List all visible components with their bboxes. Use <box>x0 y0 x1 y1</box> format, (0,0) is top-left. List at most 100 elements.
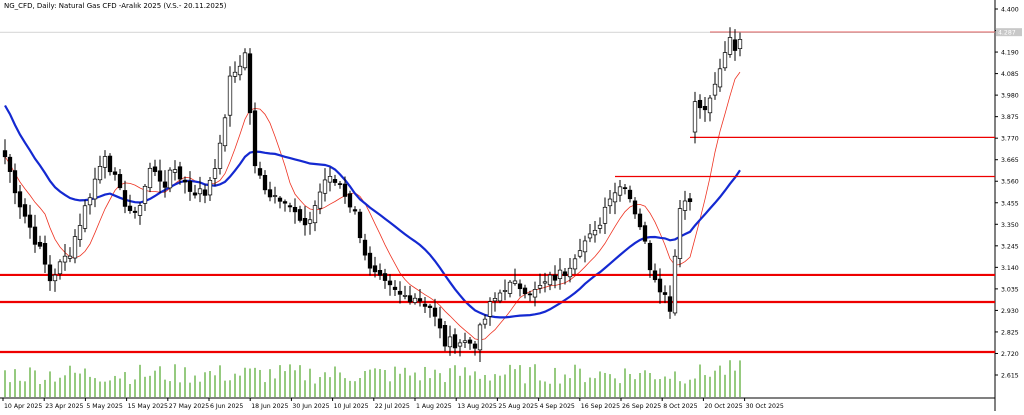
candle-body <box>592 229 598 236</box>
candle-body <box>302 217 308 226</box>
x-tick-label: 13 Aug 2025 <box>457 403 497 410</box>
candle-body <box>182 179 188 183</box>
candle-body <box>187 180 193 192</box>
x-tick-label: 26 Sep 2025 <box>622 403 661 410</box>
candle-body <box>597 224 603 229</box>
candle-body <box>67 255 73 259</box>
candle-body <box>572 258 578 270</box>
y-tick-label: 3.350 <box>1001 222 1019 229</box>
candle-body <box>607 198 613 207</box>
candle-body <box>602 206 608 224</box>
candle-body <box>482 318 488 325</box>
candle-body <box>537 285 543 289</box>
candle-body <box>47 264 53 282</box>
x-tick-label: 20 Oct 2025 <box>704 403 742 410</box>
y-tick-label: 3.455 <box>1001 200 1019 207</box>
candle-body <box>467 339 473 344</box>
candle-body <box>42 243 48 265</box>
candle-body <box>557 269 563 279</box>
candle-body <box>507 281 513 294</box>
candle-body <box>247 53 253 114</box>
candle-body <box>82 205 88 229</box>
candle-body <box>272 195 278 197</box>
candle-body <box>127 205 133 211</box>
candle-body <box>287 205 293 208</box>
y-tick-label: 3.980 <box>1001 93 1019 100</box>
candle-body <box>447 336 453 348</box>
candle-body <box>502 290 508 292</box>
candle-body <box>12 170 18 194</box>
candle-body <box>377 270 383 276</box>
candle-body <box>207 179 213 196</box>
candle-body <box>32 226 38 245</box>
candle-body <box>257 168 263 176</box>
candle-body <box>72 236 78 259</box>
candle-body <box>57 261 63 275</box>
candle-body <box>197 188 203 195</box>
candle-body <box>157 170 163 182</box>
candle-body <box>52 274 58 282</box>
y-tick-label: 2.615 <box>1001 373 1019 380</box>
candle-body <box>432 307 438 317</box>
candle-body <box>437 318 443 329</box>
y-tick-label: 2.930 <box>1001 308 1019 315</box>
candle-body <box>347 193 353 208</box>
chart-title: NG_CFD, Daily: Natural Gas CFD -Aralık 2… <box>4 2 227 10</box>
candle-body <box>727 37 733 55</box>
candle-body <box>462 340 468 343</box>
y-tick-label: 3.770 <box>1001 136 1019 143</box>
candle-body <box>382 273 388 281</box>
candle-body <box>497 292 503 302</box>
y-tick-label: 2.720 <box>1001 351 1019 358</box>
candle-body <box>477 324 483 351</box>
candle-body <box>722 52 728 69</box>
candle-body <box>142 185 148 204</box>
y-tick-label: 3.140 <box>1001 265 1019 272</box>
x-tick-label: 6 Jun 2025 <box>210 403 243 410</box>
candle-body <box>622 187 628 189</box>
candle-body <box>282 201 288 204</box>
candle-body <box>372 265 378 273</box>
candle-body <box>217 142 223 169</box>
candle-body <box>677 208 683 259</box>
candle-body <box>407 295 413 303</box>
candle-body <box>417 298 423 302</box>
candle-body <box>212 168 218 179</box>
candle-body <box>422 303 428 307</box>
candle-body <box>267 189 273 198</box>
candle-body <box>357 211 363 239</box>
current-price-label: 4.287 <box>998 30 1016 37</box>
y-tick-label: 4.400 <box>1001 7 1019 14</box>
candle-body <box>307 219 313 224</box>
x-tick-label: 15 May 2025 <box>128 403 168 410</box>
candle-body <box>317 191 323 209</box>
candle-body <box>87 197 93 206</box>
candle-body <box>632 200 638 215</box>
x-tick-label: 30 Jun 2025 <box>292 403 329 410</box>
candle-body <box>492 298 498 302</box>
candle-body <box>657 278 663 293</box>
candle-body <box>342 183 348 197</box>
candle-body <box>542 281 548 284</box>
y-tick-label: 3.035 <box>1001 286 1019 293</box>
candle-body <box>427 305 433 308</box>
candle-body <box>687 198 693 203</box>
candle-body <box>612 192 618 203</box>
candle-body <box>367 252 373 269</box>
candle-body <box>717 68 723 88</box>
candle-body <box>222 117 228 147</box>
ema-line <box>4 71 741 341</box>
candle-body <box>22 204 28 217</box>
candle-body <box>692 101 698 133</box>
x-tick-label: 30 Oct 2025 <box>746 403 784 410</box>
candle-body <box>117 174 123 189</box>
candle-body <box>312 205 318 224</box>
candle-body <box>252 110 258 167</box>
candle-body <box>362 239 368 256</box>
y-tick-label: 3.560 <box>1001 179 1019 186</box>
y-tick-label: 3.245 <box>1001 243 1019 250</box>
candle-body <box>472 343 478 349</box>
candle-body <box>152 166 158 172</box>
x-tick-label: 16 Sep 2025 <box>581 403 620 410</box>
